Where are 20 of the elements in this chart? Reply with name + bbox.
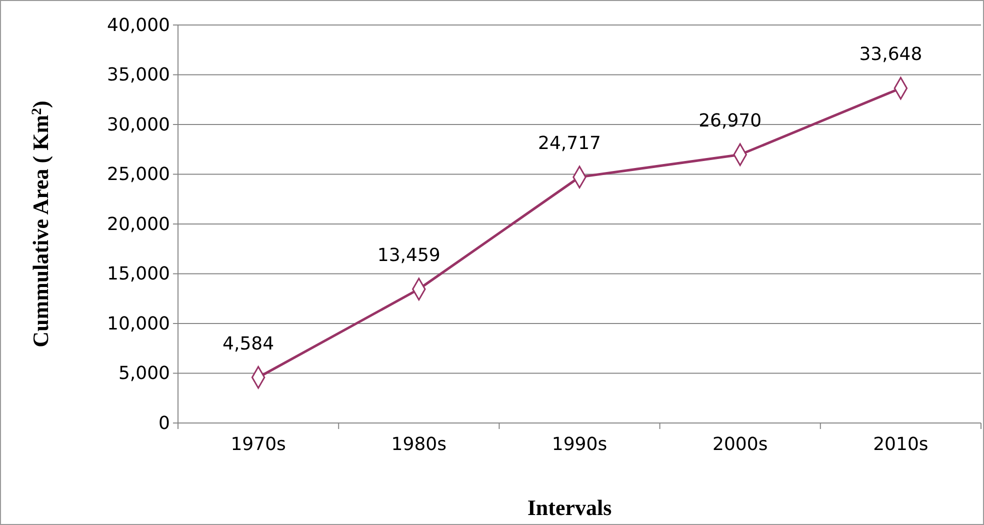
x-tick-label: 2010s: [873, 434, 928, 455]
data-label: 24,717: [538, 133, 601, 154]
y-tick-label: 25,000: [107, 164, 170, 186]
y-tick-label: 0: [158, 412, 170, 434]
y-tick-label: 5,000: [118, 363, 170, 384]
y-tick-label: 20,000: [107, 214, 170, 235]
y-tick-label: 35,000: [107, 64, 170, 86]
x-tick-label: 1990s: [552, 434, 608, 455]
x-tick-label: 2000s: [712, 434, 768, 455]
x-tick-label: 1970s: [230, 434, 286, 455]
y-tick-label: 30,000: [107, 114, 170, 136]
data-label: 13,459: [377, 245, 440, 266]
y-tick-label: 40,000: [107, 14, 170, 36]
data-label: 33,648: [859, 44, 922, 66]
data-label: 26,970: [698, 110, 762, 132]
x-axis-title: Intervals: [527, 495, 612, 520]
x-tick-label: 1980s: [391, 434, 446, 455]
y-tick-label: 10,000: [107, 313, 170, 334]
data-label: 4,584: [222, 333, 274, 354]
y-tick-label: 15,000: [107, 264, 170, 285]
